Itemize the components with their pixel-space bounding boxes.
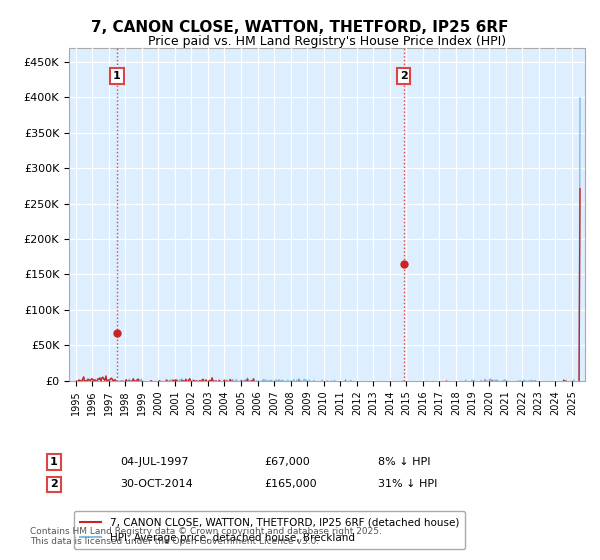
Text: 1: 1 — [113, 71, 121, 81]
Text: 7, CANON CLOSE, WATTON, THETFORD, IP25 6RF: 7, CANON CLOSE, WATTON, THETFORD, IP25 6… — [91, 20, 509, 35]
Text: £165,000: £165,000 — [264, 479, 317, 489]
Text: 31% ↓ HPI: 31% ↓ HPI — [378, 479, 437, 489]
Text: Contains HM Land Registry data © Crown copyright and database right 2025.
This d: Contains HM Land Registry data © Crown c… — [30, 526, 382, 546]
Title: Price paid vs. HM Land Registry's House Price Index (HPI): Price paid vs. HM Land Registry's House … — [148, 35, 506, 48]
Text: 1: 1 — [50, 457, 58, 467]
Text: 30-OCT-2014: 30-OCT-2014 — [120, 479, 193, 489]
Text: 04-JUL-1997: 04-JUL-1997 — [120, 457, 188, 467]
Text: 2: 2 — [400, 71, 407, 81]
Legend: 7, CANON CLOSE, WATTON, THETFORD, IP25 6RF (detached house), HPI: Average price,: 7, CANON CLOSE, WATTON, THETFORD, IP25 6… — [74, 511, 465, 549]
Text: £67,000: £67,000 — [264, 457, 310, 467]
Text: 2: 2 — [50, 479, 58, 489]
Text: 8% ↓ HPI: 8% ↓ HPI — [378, 457, 431, 467]
